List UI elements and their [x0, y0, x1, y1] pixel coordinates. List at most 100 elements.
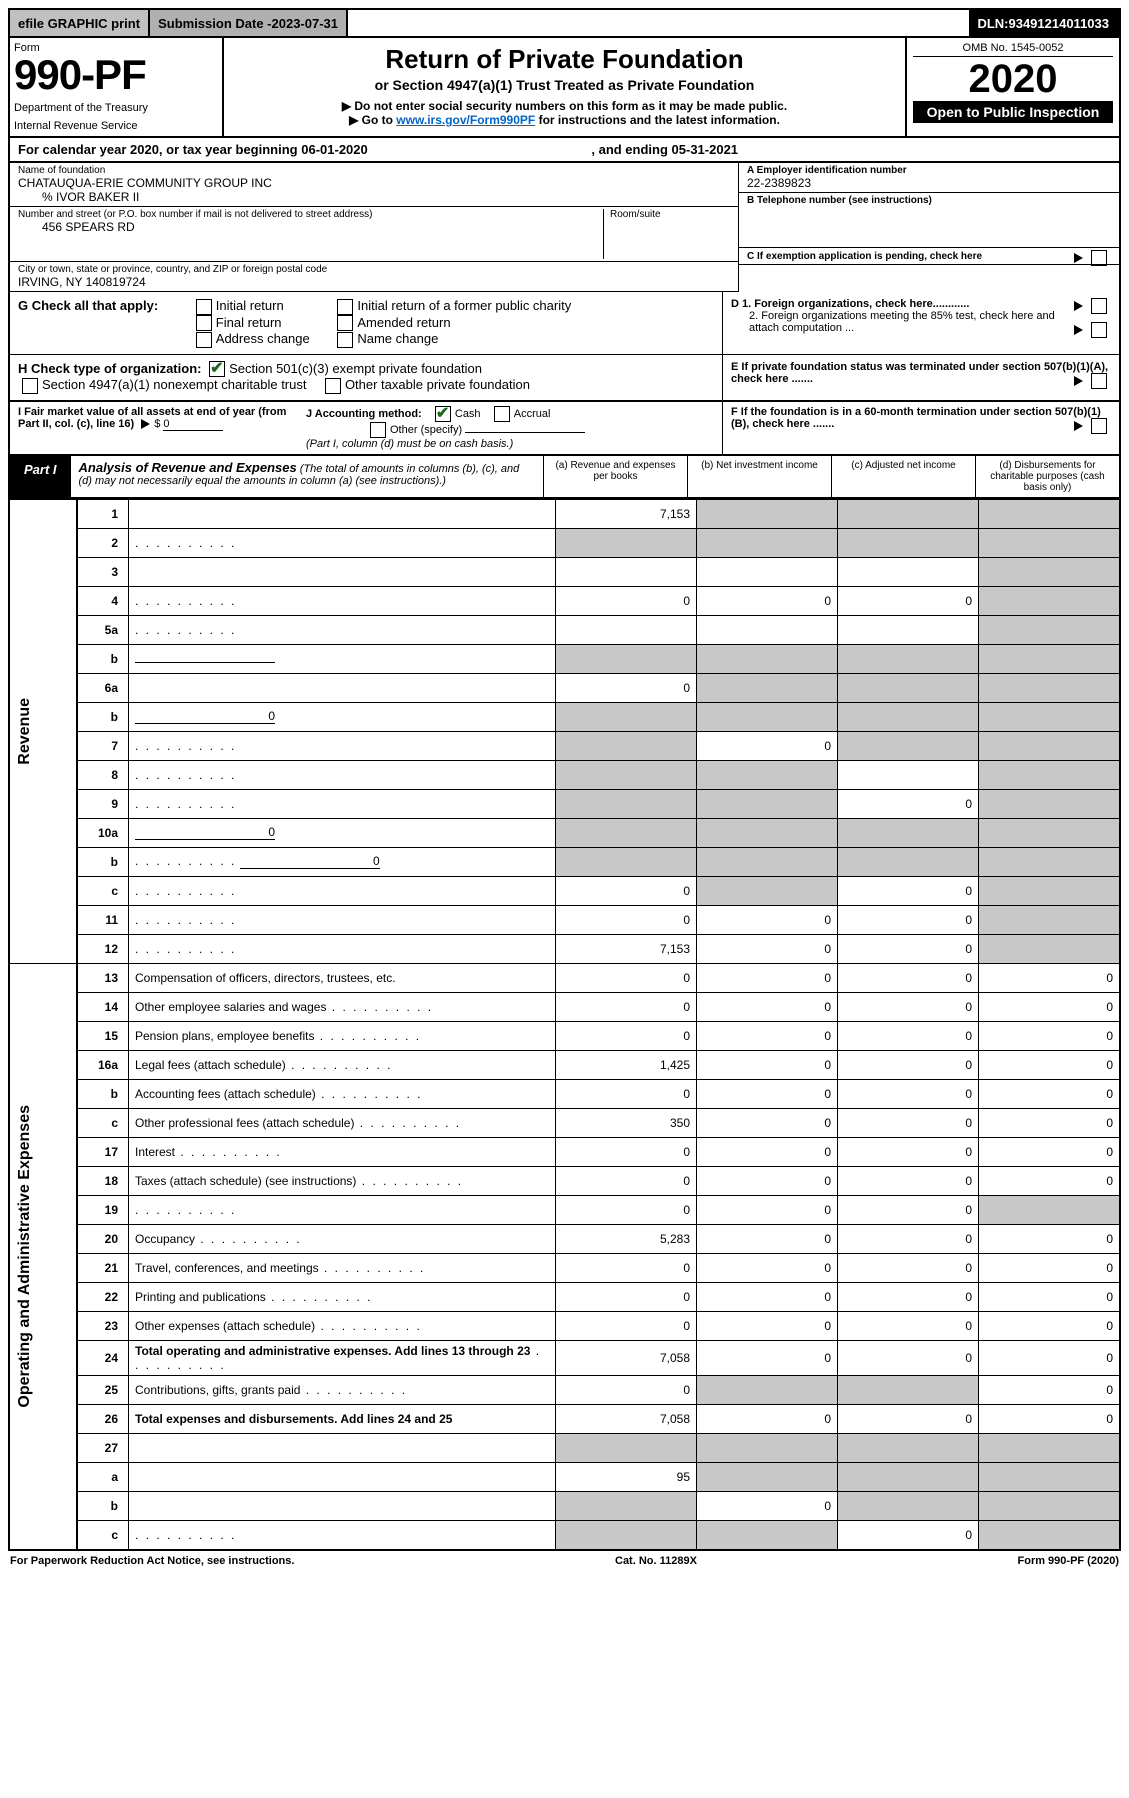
cell-a	[556, 847, 697, 876]
checkbox-final-return[interactable]	[196, 315, 212, 331]
page-footer: For Paperwork Reduction Act Notice, see …	[8, 1551, 1121, 1571]
cell-c: 0	[838, 1520, 979, 1550]
line-description: Occupancy	[129, 1224, 556, 1253]
cell-a: 0	[556, 1166, 697, 1195]
cell-a: 0	[556, 876, 697, 905]
tax-year: 2020	[913, 57, 1113, 101]
checkbox-name-change[interactable]	[337, 332, 353, 348]
cell-a: 0	[556, 1375, 697, 1404]
instructions-link[interactable]: www.irs.gov/Form990PF	[396, 113, 535, 127]
calendar-year-line: For calendar year 2020, or tax year begi…	[8, 138, 1121, 163]
line-description: Interest	[129, 1137, 556, 1166]
cell-d: 0	[979, 1404, 1121, 1433]
checkbox-initial-return[interactable]	[196, 299, 212, 315]
cell-d: 0	[979, 1375, 1121, 1404]
checkbox-e[interactable]	[1091, 373, 1107, 389]
table-row: 8	[9, 760, 1120, 789]
line-description: 0	[129, 818, 556, 847]
cell-a: 0	[556, 1311, 697, 1340]
line-description	[129, 615, 556, 644]
cell-b	[697, 847, 838, 876]
street-cell: Number and street (or P.O. box number if…	[10, 207, 738, 262]
omb-number: OMB No. 1545-0052	[913, 42, 1113, 57]
cell-a: 0	[556, 1079, 697, 1108]
cell-d	[979, 1462, 1121, 1491]
checkbox-accrual[interactable]	[494, 406, 510, 422]
cell-a	[556, 1491, 697, 1520]
cell-d	[979, 760, 1121, 789]
cell-c: 0	[838, 963, 979, 992]
cell-b: 0	[697, 934, 838, 963]
cell-a: 7,058	[556, 1340, 697, 1375]
cell-b: 0	[697, 1253, 838, 1282]
line-description	[129, 731, 556, 760]
cell-c: 0	[838, 1224, 979, 1253]
col-a-head: (a) Revenue and expenses per books	[543, 456, 687, 497]
cell-a: 5,283	[556, 1224, 697, 1253]
line-number: 13	[77, 963, 129, 992]
checkbox-address-change[interactable]	[196, 332, 212, 348]
efile-label[interactable]: efile GRAPHIC print	[10, 10, 150, 36]
cell-a: 0	[556, 1195, 697, 1224]
cell-b: 0	[697, 1282, 838, 1311]
cell-a	[556, 615, 697, 644]
cell-d: 0	[979, 992, 1121, 1021]
line-description: Accounting fees (attach schedule)	[129, 1079, 556, 1108]
line-number: 23	[77, 1311, 129, 1340]
table-row: 21Travel, conferences, and meetings0000	[9, 1253, 1120, 1282]
cell-d	[979, 1520, 1121, 1550]
line-description	[129, 499, 556, 528]
line-description: Other employee salaries and wages	[129, 992, 556, 1021]
checkbox-4947[interactable]	[22, 378, 38, 394]
line-description	[129, 673, 556, 702]
cell-d: 0	[979, 1021, 1121, 1050]
checkbox-initial-former[interactable]	[337, 299, 353, 315]
line-number: 2	[77, 528, 129, 557]
checkbox-cash[interactable]	[435, 406, 451, 422]
line-description: Legal fees (attach schedule)	[129, 1050, 556, 1079]
cell-b	[697, 818, 838, 847]
table-row: 22Printing and publications0000	[9, 1282, 1120, 1311]
line-number: 17	[77, 1137, 129, 1166]
part1-grid: Revenue17,1532340005ab 6a0b 07089010a 0b…	[8, 499, 1121, 1551]
cell-d	[979, 586, 1121, 615]
cell-b	[697, 673, 838, 702]
cell-c	[838, 615, 979, 644]
line-description	[129, 644, 556, 673]
checkbox-other-method[interactable]	[370, 422, 386, 438]
cell-b: 0	[697, 905, 838, 934]
checkbox-other-taxable[interactable]	[325, 378, 341, 394]
cell-c	[838, 702, 979, 731]
cell-c	[838, 1462, 979, 1491]
cell-c	[838, 499, 979, 528]
checkbox-c[interactable]	[1091, 250, 1107, 266]
cell-d: 0	[979, 1340, 1121, 1375]
line-number: b	[77, 847, 129, 876]
cell-d	[979, 731, 1121, 760]
checkbox-501c3[interactable]	[209, 361, 225, 377]
part1-label: Part I	[10, 456, 71, 497]
j-note: (Part I, column (d) must be on cash basi…	[306, 438, 714, 450]
table-row: 5a	[9, 615, 1120, 644]
line-description: Printing and publications	[129, 1282, 556, 1311]
line-number: b	[77, 644, 129, 673]
table-row: 17Interest0000	[9, 1137, 1120, 1166]
checkbox-d1[interactable]	[1091, 298, 1107, 314]
checkbox-d2[interactable]	[1091, 322, 1107, 338]
line-description: Contributions, gifts, grants paid	[129, 1375, 556, 1404]
line-number: b	[77, 702, 129, 731]
cell-a	[556, 760, 697, 789]
cell-c: 0	[838, 934, 979, 963]
cell-d: 0	[979, 1282, 1121, 1311]
cell-a: 95	[556, 1462, 697, 1491]
cell-b: 0	[697, 1340, 838, 1375]
line-description	[129, 528, 556, 557]
checkbox-f[interactable]	[1091, 418, 1107, 434]
cell-b	[697, 789, 838, 818]
cell-c: 0	[838, 586, 979, 615]
cell-a: 0	[556, 992, 697, 1021]
g-label: G Check all that apply:	[18, 298, 158, 313]
table-row: 90	[9, 789, 1120, 818]
cell-d: 0	[979, 1224, 1121, 1253]
checkbox-amended[interactable]	[337, 315, 353, 331]
